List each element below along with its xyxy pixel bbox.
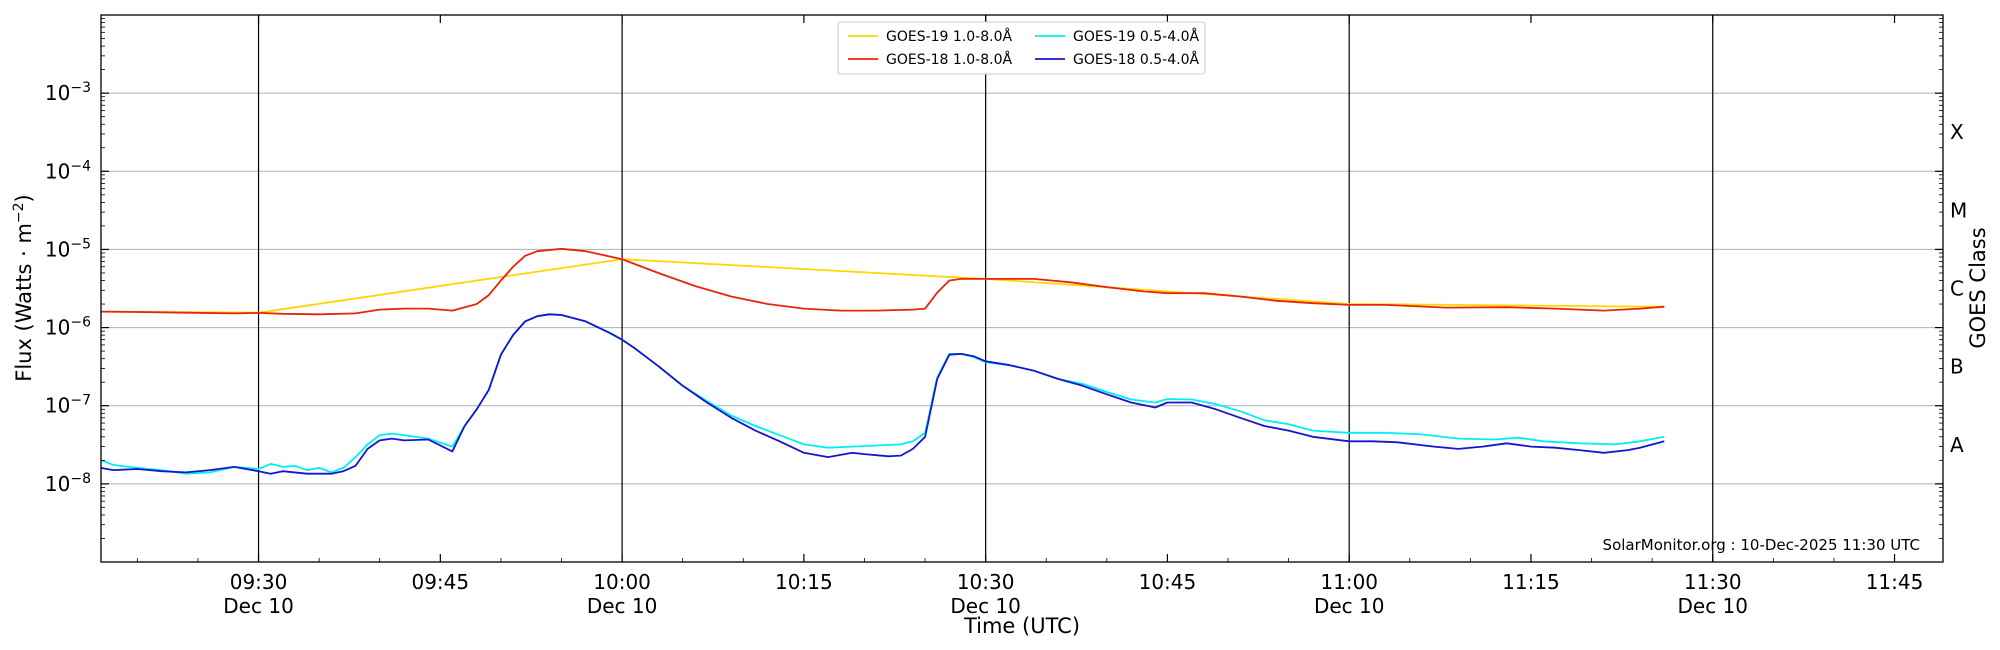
x-tick-date-label: Dec 10: [950, 594, 1021, 618]
x-tick-label: 11:30: [1684, 570, 1742, 594]
y-axis-title-sup: −2: [11, 202, 27, 223]
legend-label-2: GOES-19 0.5-4.0Å: [1073, 28, 1199, 45]
x-tick-label: 10:15: [775, 570, 833, 594]
tick-layer: [101, 15, 1943, 562]
y-tick-label: 10−7: [45, 393, 91, 418]
series-line-1: [100, 247, 1665, 316]
legend: GOES-19 1.0-8.0Å GOES-19 0.5-4.0Å GOES-18 …: [837, 21, 1206, 75]
goes-class-axis-title: GOES Class: [1966, 227, 1990, 348]
y-axis-title-main: Flux (Watts · m: [12, 223, 36, 382]
x-tick-label: 10:00: [593, 570, 651, 594]
y-tick-base: 10: [45, 472, 70, 496]
legend-label-0: GOES-19 1.0-8.0Å: [886, 28, 1012, 45]
y-tick-label: 10−5: [45, 236, 91, 261]
x-tick-date-label: Dec 10: [1314, 594, 1385, 618]
x-tick-label: 10:45: [1139, 570, 1197, 594]
y-tick-exponent: −5: [70, 236, 91, 252]
y-tick-base: 10: [45, 237, 70, 261]
goes-class-c-label: C: [1950, 277, 1964, 301]
plot-frame: [100, 14, 1944, 563]
y-tick-exponent: −7: [70, 393, 91, 409]
x-tick-label: 09:45: [411, 570, 469, 594]
series-line-3: [100, 313, 1665, 475]
x-tick-label: 11:00: [1320, 570, 1378, 594]
series-line-2: [100, 313, 1665, 475]
y-tick-base: 10: [45, 159, 70, 183]
goes-class-a-label: A: [1950, 433, 1964, 457]
x-tick-date-label: Dec 10: [1677, 594, 1748, 618]
x-tick-label: 11:45: [1866, 570, 1924, 594]
grid-layer: [101, 92, 1943, 485]
legend-label-3: GOES-18 0.5-4.0Å: [1073, 51, 1199, 68]
goes-class-m-label: M: [1950, 198, 1967, 222]
y-tick-exponent: −4: [70, 158, 91, 174]
goes-class-x-label: X: [1950, 120, 1964, 144]
x-tick-label: 09:30: [230, 570, 288, 594]
legend-label-1: GOES-18 1.0-8.0Å: [886, 51, 1012, 68]
x-tick-date-label: Dec 10: [587, 594, 658, 618]
y-tick-exponent: −8: [70, 471, 91, 487]
y-tick-label: 10−6: [45, 315, 91, 340]
x-tick-label: 11:15: [1502, 570, 1560, 594]
credit-label: SolarMonitor.org : 10-Dec-2025 11:30 UTC: [1603, 536, 1920, 554]
y-tick-base: 10: [45, 81, 70, 105]
y-tick-base: 10: [45, 394, 70, 418]
x-tick-date-label: Dec 10: [223, 594, 294, 618]
y-tick-base: 10: [45, 316, 70, 340]
goes-class-b-label: B: [1950, 355, 1964, 379]
y-axis-title: Flux (Watts · m−2): [11, 194, 36, 382]
x-tick-label: 10:30: [957, 570, 1015, 594]
x-axis-title: Time (UTC): [963, 614, 1080, 638]
y-tick-exponent: −6: [70, 315, 91, 331]
y-tick-label: 10−3: [45, 80, 91, 105]
series-layer: [100, 247, 1665, 475]
legend-box: [837, 21, 1206, 75]
y-tick-label: 10−4: [45, 158, 91, 183]
y-axis-title-close: ): [12, 194, 36, 202]
y-tick-label: 10−8: [45, 471, 91, 496]
y-tick-exponent: −3: [70, 80, 91, 96]
